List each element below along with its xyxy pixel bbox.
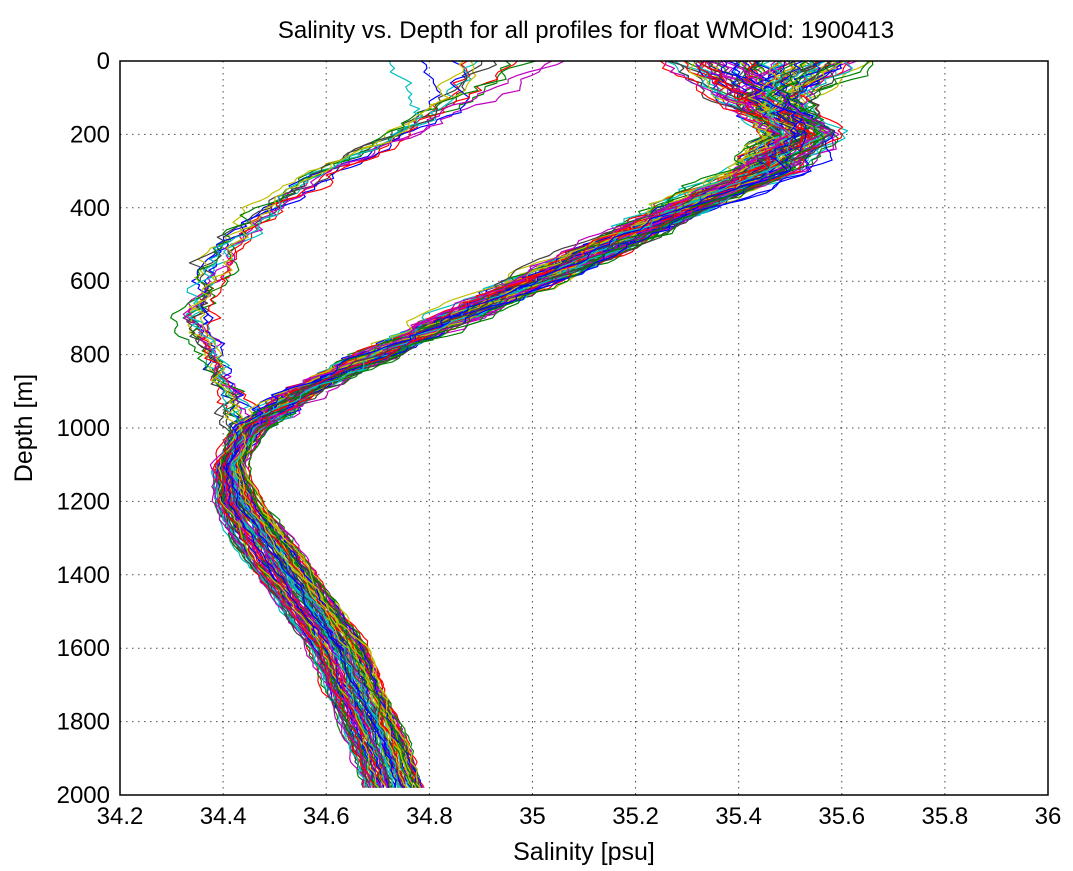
salinity-profile-line xyxy=(213,61,795,788)
salinity-profile-line xyxy=(231,61,813,789)
salinity-profile-line xyxy=(218,61,796,788)
y-tick-label: 800 xyxy=(70,342,110,369)
salinity-profile-line xyxy=(217,61,791,788)
y-tick-label: 600 xyxy=(70,268,110,295)
y-tick-label: 2000 xyxy=(57,782,110,809)
salinity-profile-line xyxy=(186,61,497,788)
salinity-profile-line xyxy=(222,61,782,788)
y-tick-label: 1400 xyxy=(57,562,110,589)
salinity-profile-line xyxy=(240,61,767,789)
x-tick-label: 34.6 xyxy=(303,803,350,830)
x-tick-labels: 34.2 34.4 34.6 34.8 35 35.2 35.4 35.6 35.8 36 xyxy=(97,803,1062,830)
salinity-profile-line xyxy=(228,61,790,788)
grid-lines xyxy=(120,61,1048,795)
y-tick-label: 200 xyxy=(70,121,110,148)
x-tick-label: 34.4 xyxy=(200,803,247,830)
salinity-profile-line xyxy=(238,61,825,789)
x-tick-label: 35.8 xyxy=(922,803,969,830)
salinity-profile-line xyxy=(213,61,793,788)
y-tick-label: 1600 xyxy=(57,635,110,662)
salinity-profile-line xyxy=(226,61,776,788)
plot-frame xyxy=(119,60,1049,796)
salinity-profile-line xyxy=(217,61,806,788)
salinity-profile-line xyxy=(218,61,803,788)
salinity-profile-line xyxy=(225,61,793,789)
chart-title: Salinity vs. Depth for all profiles for … xyxy=(278,17,894,44)
salinity-profile-line xyxy=(222,61,784,788)
salinity-profile-line xyxy=(221,61,782,789)
salinity-profile-line xyxy=(239,61,836,788)
salinity-profile-line xyxy=(212,61,775,788)
salinity-profile-line xyxy=(225,61,804,788)
salinity-profile-line xyxy=(236,61,827,788)
salinity-profile-line xyxy=(224,61,782,788)
salinity-profile-line xyxy=(210,61,771,789)
salinity-profile-line xyxy=(212,61,820,788)
salinity-profile-line xyxy=(213,61,801,788)
salinity-profile-line xyxy=(186,61,424,788)
x-tick-label: 35.2 xyxy=(612,803,659,830)
salinity-profile-line xyxy=(221,61,796,789)
salinity-profile-line xyxy=(213,61,788,789)
y-axis-label: Depth [m] xyxy=(10,374,38,482)
x-axis-label: Salinity [psu] xyxy=(513,838,655,866)
y-tick-labels: 0 200 400 600 800 1000 1200 1400 1600 1800 2000 xyxy=(57,48,110,809)
y-tick-label: 1800 xyxy=(57,709,110,736)
salinity-profile-line xyxy=(216,61,786,788)
x-tick-label: 34.2 xyxy=(97,803,144,830)
x-tick-label: 35 xyxy=(519,803,546,830)
y-tick-label: 1000 xyxy=(57,415,110,442)
x-tick-label: 35.4 xyxy=(715,803,762,830)
salinity-profile-line xyxy=(216,61,806,788)
profile-lines xyxy=(170,61,874,789)
salinity-profile-line xyxy=(215,61,772,788)
salinity-profile-line xyxy=(216,61,821,788)
x-tick-label: 36 xyxy=(1035,803,1062,830)
x-tick-label: 35.6 xyxy=(818,803,865,830)
salinity-profile-line xyxy=(224,61,811,789)
salinity-profile-line xyxy=(217,61,784,789)
salinity-profile-line xyxy=(223,61,785,789)
salinity-profile-line xyxy=(235,61,792,789)
salinity-profile-line xyxy=(219,61,787,788)
y-tick-label: 400 xyxy=(70,195,110,222)
y-tick-label: 0 xyxy=(97,48,110,75)
y-tick-label: 1200 xyxy=(57,488,110,515)
x-tick-label: 34.8 xyxy=(406,803,453,830)
salinity-profile-line xyxy=(183,61,565,788)
salinity-profile-line xyxy=(217,61,808,789)
salinity-profile-line xyxy=(226,61,774,788)
